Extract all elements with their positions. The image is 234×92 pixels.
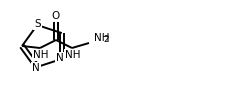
Text: NH: NH <box>33 50 49 60</box>
Text: N: N <box>32 63 40 73</box>
Text: NH: NH <box>65 50 81 60</box>
Text: O: O <box>52 11 60 21</box>
Text: NH: NH <box>94 33 110 43</box>
Text: S: S <box>34 19 41 29</box>
Text: N: N <box>56 53 64 63</box>
Text: 2: 2 <box>103 35 109 44</box>
